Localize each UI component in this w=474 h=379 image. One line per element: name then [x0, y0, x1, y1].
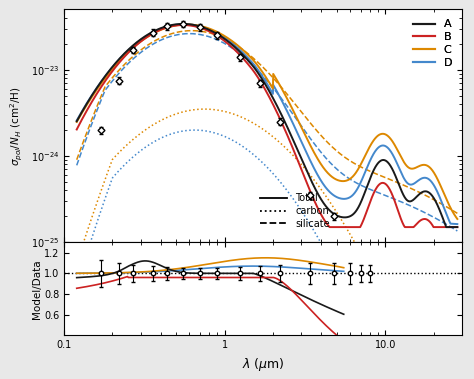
Y-axis label: $\sigma_{pol}/N_H$ (cm$^2$/H): $\sigma_{pol}/N_H$ (cm$^2$/H)	[9, 86, 25, 166]
Legend: A, B, C, D: A, B, C, D	[408, 15, 456, 72]
Y-axis label: Model/Data: Model/Data	[32, 259, 42, 319]
X-axis label: $\lambda$ ($\mu$m): $\lambda$ ($\mu$m)	[242, 356, 284, 373]
